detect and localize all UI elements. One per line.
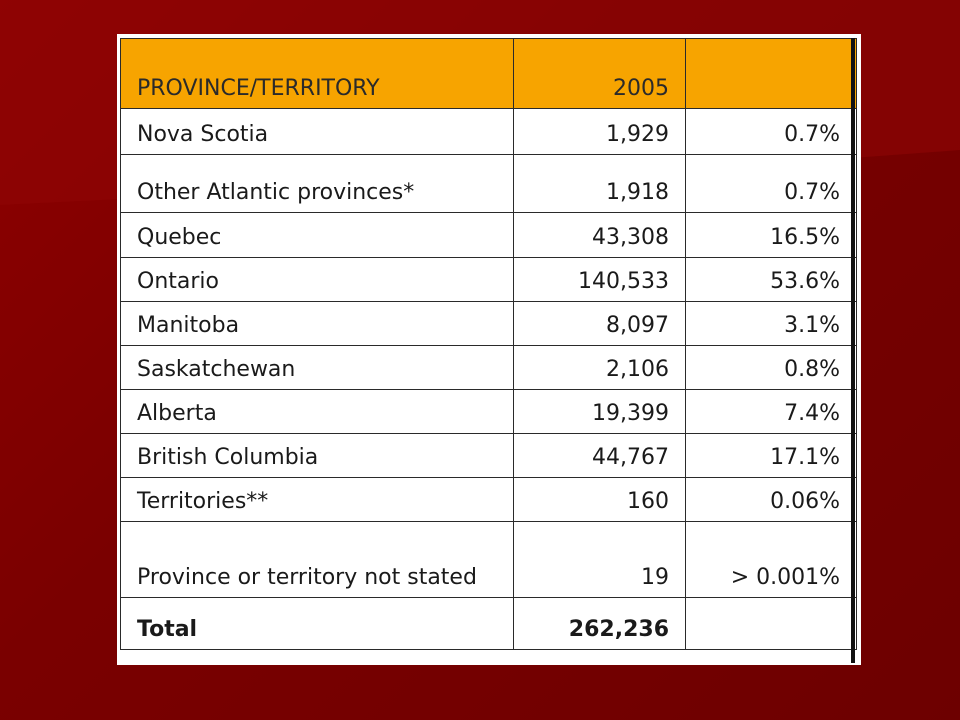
- table-row: Saskatchewan 2,106 0.8%: [120, 345, 857, 390]
- row-count: 1,918: [513, 154, 686, 213]
- header-province: PROVINCE/TERRITORY: [120, 38, 514, 109]
- row-count: 8,097: [513, 301, 686, 346]
- row-percent: 0.06%: [685, 477, 857, 522]
- row-percent: 53.6%: [685, 257, 857, 302]
- row-count: 43,308: [513, 212, 686, 258]
- total-count: 262,236: [513, 597, 686, 650]
- row-count: 140,533: [513, 257, 686, 302]
- row-region: Quebec: [120, 212, 514, 258]
- row-region: Alberta: [120, 389, 514, 434]
- table-header-row: PROVINCE/TERRITORY 2005: [120, 38, 857, 109]
- row-percent: 0.7%: [685, 108, 857, 155]
- row-region: Territories**: [120, 477, 514, 522]
- header-year: 2005: [513, 38, 686, 109]
- row-percent: 16.5%: [685, 212, 857, 258]
- row-percent: 3.1%: [685, 301, 857, 346]
- row-region: Manitoba: [120, 301, 514, 346]
- table-right-edge: [851, 38, 855, 663]
- row-region: Ontario: [120, 257, 514, 302]
- total-percent: [685, 597, 857, 650]
- row-percent: 17.1%: [685, 433, 857, 478]
- table-row: Ontario 140,533 53.6%: [120, 257, 857, 302]
- row-region: Province or territory not stated: [120, 521, 514, 598]
- data-table-card: PROVINCE/TERRITORY 2005 Nova Scotia 1,92…: [117, 34, 861, 665]
- row-percent: 7.4%: [685, 389, 857, 434]
- row-region: Other Atlantic provinces*: [120, 154, 514, 213]
- row-percent: 0.8%: [685, 345, 857, 390]
- row-percent: > 0.001%: [685, 521, 857, 598]
- table-row: Manitoba 8,097 3.1%: [120, 301, 857, 346]
- row-region: Nova Scotia: [120, 108, 514, 155]
- table-row: Province or territory not stated 19 > 0.…: [120, 521, 857, 598]
- row-count: 2,106: [513, 345, 686, 390]
- table-row: Territories** 160 0.06%: [120, 477, 857, 522]
- table-row: Other Atlantic provinces* 1,918 0.7%: [120, 154, 857, 213]
- row-count: 19: [513, 521, 686, 598]
- table-total-row: Total 262,236: [120, 597, 857, 650]
- table-row: Nova Scotia 1,929 0.7%: [120, 108, 857, 155]
- row-count: 19,399: [513, 389, 686, 434]
- row-percent: 0.7%: [685, 154, 857, 213]
- header-percent: [685, 38, 857, 109]
- table-row: Quebec 43,308 16.5%: [120, 212, 857, 258]
- row-count: 1,929: [513, 108, 686, 155]
- province-table: PROVINCE/TERRITORY 2005 Nova Scotia 1,92…: [120, 38, 857, 650]
- table-row: Alberta 19,399 7.4%: [120, 389, 857, 434]
- table-row: British Columbia 44,767 17.1%: [120, 433, 857, 478]
- total-label: Total: [120, 597, 514, 650]
- row-count: 44,767: [513, 433, 686, 478]
- row-count: 160: [513, 477, 686, 522]
- row-region: British Columbia: [120, 433, 514, 478]
- row-region: Saskatchewan: [120, 345, 514, 390]
